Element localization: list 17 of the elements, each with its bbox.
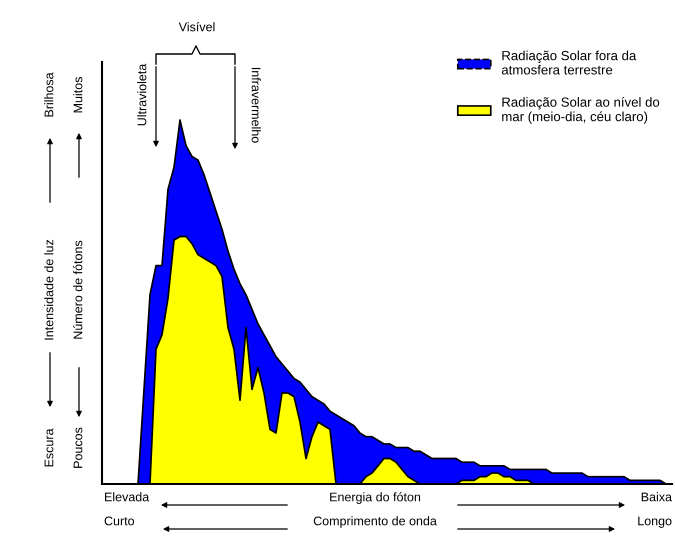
text: Baixa bbox=[642, 492, 672, 502]
x-axis-title: Energia do fóton bbox=[330, 492, 420, 504]
text: Elevada bbox=[105, 492, 150, 502]
text: Visível bbox=[178, 22, 214, 32]
legend-label: Radiação Solar fora da atmosfera terrestre bbox=[502, 50, 636, 75]
text: Brilhosa bbox=[44, 72, 54, 117]
text: Poucos bbox=[74, 428, 82, 468]
text: Curto bbox=[104, 516, 134, 526]
legend-label: Radiação Solar ao nível do mar (meio-dia, céu claro) bbox=[502, 96, 660, 124]
text: Intensidade de luz bbox=[44, 240, 54, 340]
text: Longo bbox=[638, 516, 672, 528]
text: Número de fótons bbox=[73, 240, 82, 339]
text: Escura bbox=[44, 428, 54, 466]
annotation: Infravermelho bbox=[252, 68, 261, 143]
text: Comprimento de onda bbox=[314, 516, 437, 528]
annotation: Ultravioleta bbox=[137, 64, 146, 126]
text: Muitos bbox=[73, 77, 82, 112]
